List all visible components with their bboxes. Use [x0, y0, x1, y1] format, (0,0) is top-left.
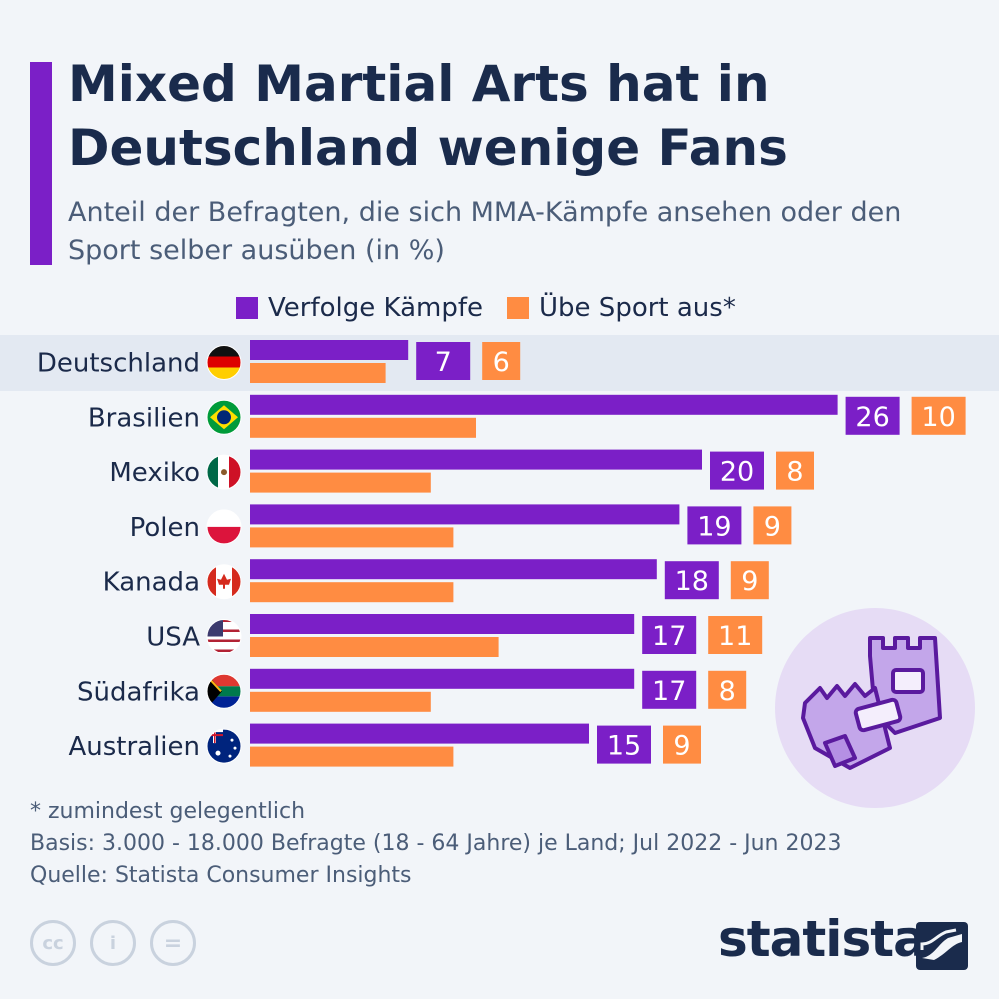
flag-germany-icon: [206, 345, 242, 380]
flag-brazil-icon: [206, 399, 242, 435]
value-label-series-2: 9: [673, 731, 690, 762]
flag-canada-icon: [206, 564, 242, 600]
value-label-series-1: 18: [675, 566, 709, 597]
bar-uebe-sport-aus: [250, 527, 454, 548]
bar-uebe-sport-aus: [250, 691, 431, 712]
value-label-series-2: 6: [493, 347, 510, 378]
category-label: Brasilien: [88, 403, 200, 433]
bar-uebe-sport-aus: [250, 637, 499, 657]
value-label-box-series-1: [597, 725, 651, 764]
footnote-source: Quelle: Statista Consumer Insights: [30, 863, 412, 888]
attribution-icon[interactable]: i: [90, 920, 136, 966]
category-label: Kanada: [103, 568, 200, 598]
legend-swatch-series-2: [507, 297, 530, 319]
value-label-box-series-2: [753, 506, 792, 545]
bar-uebe-sport-aus: [250, 417, 476, 438]
bar-verfolge-kaempfe: [250, 614, 635, 634]
value-label-series-1: 17: [652, 676, 686, 707]
value-label-series-2: 10: [921, 402, 955, 433]
bar-verfolge-kaempfe: [250, 504, 680, 525]
flag-poland-icon: [206, 509, 242, 545]
category-label: Mexiko: [109, 458, 200, 488]
value-label-box-series-2: [911, 396, 966, 435]
bar-verfolge-kaempfe: [250, 723, 589, 744]
flag-australia-icon: [206, 728, 242, 764]
statista-logo-text[interactable]: statista: [718, 910, 927, 968]
value-label-box-series-2: [708, 616, 763, 654]
value-label-box-series-1: [642, 616, 697, 654]
cc-icon[interactable]: cc: [30, 920, 76, 966]
statista-logo-icon: [916, 922, 968, 970]
value-label-series-2: 11: [718, 621, 752, 652]
footnote-asterisk: * zumindest gelegentlich: [30, 799, 306, 824]
category-label: Australien: [68, 732, 200, 762]
footnotes: * zumindest gelegentlich Basis: 3.000 - …: [30, 796, 842, 892]
value-label-box-series-1: [642, 670, 697, 709]
category-label: Deutschland: [37, 349, 200, 379]
bar-verfolge-kaempfe: [250, 449, 702, 470]
bar-verfolge-kaempfe: [250, 668, 635, 689]
value-label-series-1: 7: [435, 347, 452, 378]
chart-subtitle: Anteil der Befragten, die sich MMA-Kämpf…: [68, 197, 902, 266]
value-label-series-2: 8: [719, 676, 736, 707]
bar-verfolge-kaempfe: [250, 340, 409, 360]
value-label-box-series-1: [416, 342, 471, 380]
flag-south-africa-icon: [206, 673, 242, 709]
chart-title: Mixed Martial Arts hat in Deutschland we…: [68, 55, 788, 177]
legend-item-series-2: Übe Sport aus*: [507, 293, 736, 323]
value-label-series-2: 9: [764, 511, 781, 542]
legend-label-series-2: Übe Sport aus*: [539, 293, 736, 323]
legend-item-series-1: Verfolge Kämpfe: [236, 293, 483, 323]
category-label: Südafrika: [77, 677, 200, 707]
value-label-series-2: 9: [741, 566, 758, 597]
flag-mexico-icon: [206, 454, 242, 490]
category-label: USA: [146, 623, 200, 653]
bar-uebe-sport-aus: [250, 746, 454, 767]
value-label-box-series-2: [730, 561, 769, 600]
value-label-box-series-1: [664, 561, 719, 600]
title-accent-bar: [30, 62, 52, 265]
value-label-series-2: 8: [786, 457, 803, 488]
bar-uebe-sport-aus: [250, 363, 386, 383]
bar-verfolge-kaempfe: [250, 394, 838, 415]
bar-verfolge-kaempfe: [250, 559, 657, 580]
legend-swatch-series-1: [236, 297, 258, 319]
value-label-box-series-1: [845, 396, 900, 435]
value-label-series-1: 19: [697, 511, 731, 542]
bar-uebe-sport-aus: [250, 472, 431, 493]
value-label-box-series-1: [687, 506, 742, 545]
value-label-series-1: 26: [855, 402, 889, 433]
category-label: Polen: [130, 513, 200, 543]
value-label-box-series-1: [710, 451, 764, 490]
flag-usa-icon: [206, 619, 242, 654]
mma-gloves-icon: [775, 608, 975, 808]
legend-label-series-1: Verfolge Kämpfe: [268, 293, 484, 323]
no-derivatives-icon[interactable]: =: [150, 920, 196, 966]
bar-uebe-sport-aus: [250, 582, 454, 603]
footnote-basis: Basis: 3.000 - 18.000 Befragte (18 - 64 …: [30, 831, 842, 856]
value-label-series-1: 20: [720, 457, 754, 488]
value-label-box-series-2: [776, 451, 814, 490]
value-label-series-1: 15: [607, 731, 641, 762]
value-label-series-1: 17: [652, 621, 686, 652]
value-label-box-series-2: [708, 670, 747, 709]
value-label-box-series-2: [663, 725, 701, 764]
legend: Verfolge Kämpfe Übe Sport aus*: [236, 292, 760, 324]
value-label-box-series-2: [482, 342, 521, 380]
